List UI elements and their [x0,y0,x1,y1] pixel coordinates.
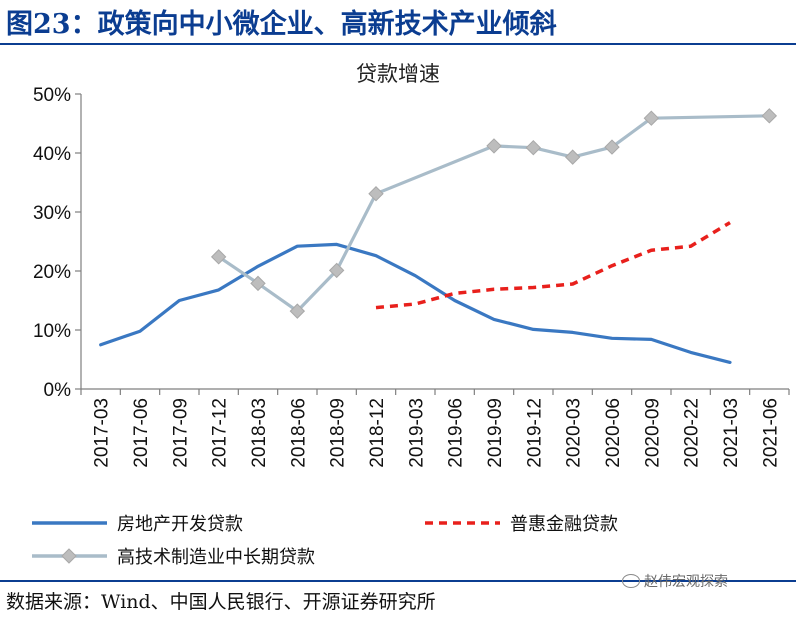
series-line-2 [375,221,731,310]
x-tick-label: 2019-06 [446,398,467,468]
chart-series [99,108,778,364]
data-point-diamond [564,149,581,165]
data-point-diamond [525,139,542,156]
source-note: 数据来源：Wind、中国人民银行、开源证券研究所 [6,591,436,613]
x-tick-label: 2018-03 [249,398,270,468]
data-point-diamond [604,139,620,155]
y-tick-label: 0% [44,380,72,401]
source-divider [0,580,796,582]
y-tick-label: 10% [33,321,71,342]
chart-title: 贷款增速 [356,62,440,86]
legend-marker-diamond [61,548,77,564]
legend-label-1: 房地产开发贷款 [117,514,243,535]
y-tick-label: 20% [33,262,71,283]
x-tick-label: 2020-03 [564,398,585,468]
wechat-icon [622,574,640,588]
x-tick-label: 2018-12 [367,398,388,468]
y-tick-label: 30% [33,203,71,224]
data-point-diamond [486,138,502,154]
data-point-diamond [328,262,345,279]
data-point-diamond [210,249,227,265]
x-tick-label: 2017-06 [131,398,152,468]
line-chart: 0% 10% 20% 30% 40% 50% 2017-03 2017-06 2017-09 20… [32,85,790,568]
figure-title: 图23：政策向中小微企业、高新技术产业倾斜 [6,9,557,40]
legend-label-3: 高技术制造业中长期贷款 [117,547,315,568]
watermark: 赵伟宏观探索 [622,571,728,591]
x-tick-label: 2020-09 [642,398,663,468]
data-point-diamond [761,108,778,124]
data-point-diamond [250,275,266,292]
data-point-diamond [289,303,306,319]
watermark-text: 赵伟宏观探索 [644,574,728,590]
series-line-1 [99,242,732,364]
x-tick-label: 2017-09 [170,398,191,468]
chart-axes: 0% 10% 20% 30% 40% 50% 2017-03 2017-06 2017-09 20… [33,85,790,468]
data-point-diamond [643,110,660,126]
x-tick-label: 2019-09 [485,398,506,468]
x-tick-label: 2018-09 [328,398,349,468]
title-divider [0,43,796,45]
y-tick-label: 40% [33,144,71,165]
x-tick-label: 2019-12 [524,398,545,468]
x-tick-label: 2019-03 [406,398,427,468]
x-tick-label: 2021-03 [721,398,742,468]
data-point-diamond [368,186,384,202]
x-tick-label: 2021-06 [760,398,781,468]
x-tick-label: 2020-22 [682,398,703,468]
legend-label-2: 普惠金融贷款 [510,514,618,535]
x-tick-label: 2020-06 [603,398,624,468]
y-tick-label: 50% [33,85,71,106]
x-tick-label: 2017-12 [210,398,231,468]
x-tick-label: 2018-06 [288,398,309,468]
x-tick-label: 2017-03 [92,398,113,468]
